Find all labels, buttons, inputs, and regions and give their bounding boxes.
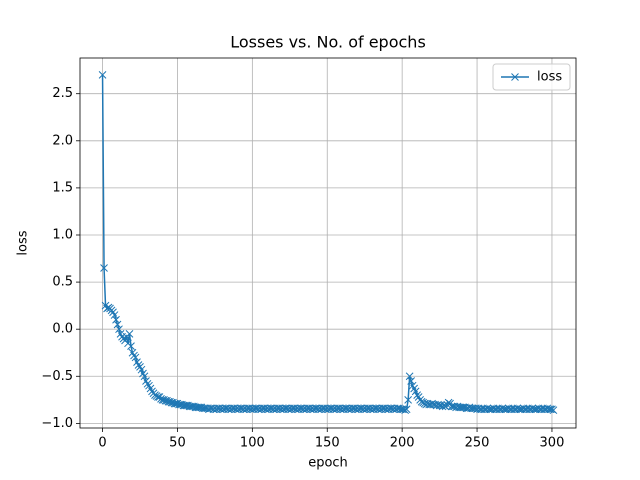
y-tick-label: 0.5: [52, 275, 73, 290]
marker: [98, 71, 107, 79]
marker: [404, 395, 412, 404]
x-tick-label: 150: [315, 436, 340, 451]
marker: [500, 405, 508, 414]
legend-box: [492, 63, 571, 91]
x-tick-label: 0: [98, 436, 106, 451]
marker: [161, 396, 170, 405]
marker: [113, 320, 122, 329]
y-tick-label: 1.5: [52, 180, 73, 195]
y-tick-label: −1.0: [41, 416, 73, 431]
x-axis-label: epoch: [308, 456, 348, 471]
marker: [112, 315, 120, 324]
marker: [530, 405, 538, 414]
x-tick-label: 50: [169, 436, 186, 451]
marker: [158, 395, 167, 404]
y-tick-label: 2.0: [52, 133, 73, 148]
x-tick-label: 100: [240, 436, 265, 451]
marker: [545, 405, 553, 414]
marker: [115, 325, 123, 334]
marker: [200, 404, 209, 413]
marker: [468, 404, 477, 413]
marker: [407, 377, 415, 385]
plot-frame: [79, 57, 577, 429]
marker: [405, 372, 414, 381]
chart-title: Losses vs. No. of epochs: [230, 33, 426, 52]
marker: [515, 405, 523, 414]
marker: [100, 264, 108, 272]
marker: [459, 403, 468, 412]
marker: [140, 372, 149, 381]
x-tick-label: 200: [390, 436, 415, 451]
marker: [110, 311, 119, 319]
marker: [127, 342, 135, 350]
y-tick-label: −0.5: [41, 369, 73, 384]
marker: [125, 330, 134, 338]
legend-label: loss: [537, 70, 562, 85]
marker: [402, 405, 411, 414]
marker: [396, 405, 405, 414]
marker: [549, 406, 558, 415]
y-tick-label: 0.0: [52, 322, 73, 337]
marker: [546, 405, 555, 414]
marker: [447, 402, 456, 411]
marker: [485, 405, 493, 414]
y-axis-label: loss: [16, 230, 31, 255]
y-tick-label: 2.5: [52, 86, 73, 101]
y-tick-label: 1.0: [52, 227, 73, 242]
marker: [164, 397, 173, 406]
x-tick-label: 300: [540, 436, 565, 451]
legend-marker: [511, 73, 519, 81]
x-tick-label: 250: [465, 436, 490, 451]
marker: [131, 353, 140, 362]
loss-line: [101, 74, 554, 412]
